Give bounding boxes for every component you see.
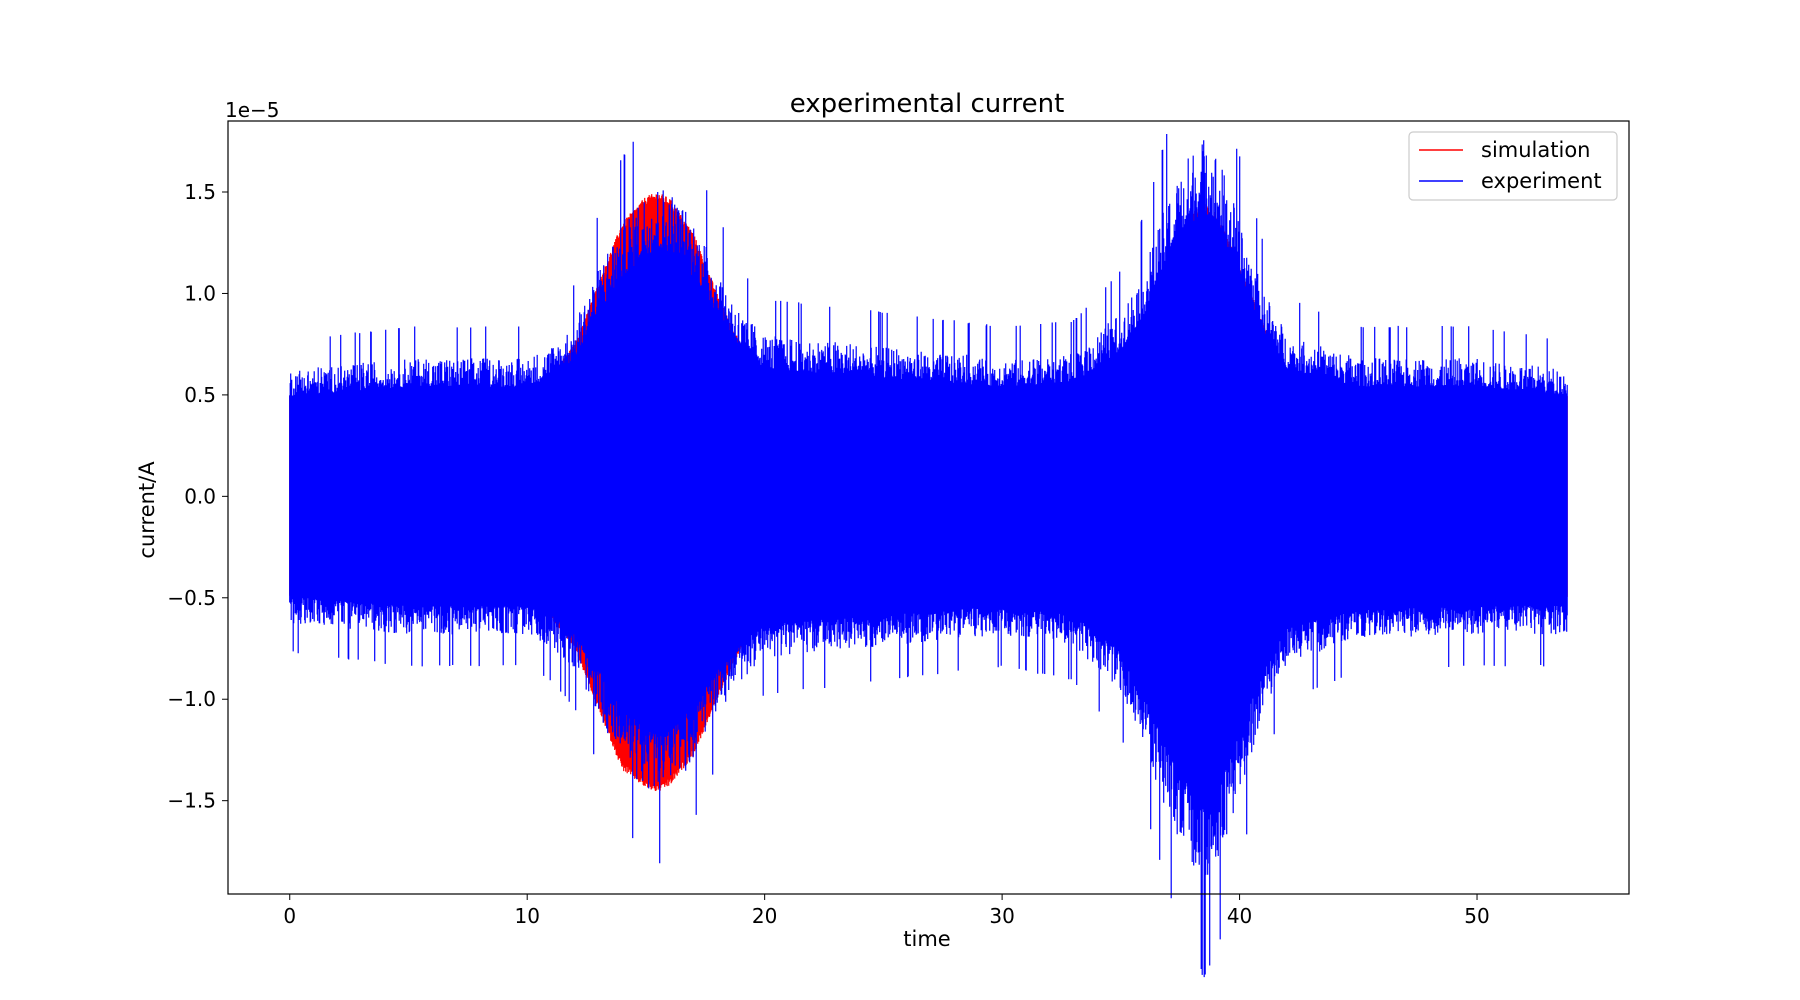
x-tick-label: 50	[1464, 904, 1489, 928]
chart-title: experimental current	[790, 89, 1065, 119]
x-tick-label: 40	[1227, 904, 1252, 928]
y-axis-ticks: −1.5 −1.0 −0.5 0.0 0.5 1.0 1.5	[167, 180, 228, 813]
x-tick-label: 0	[283, 904, 296, 928]
legend-label-experiment: experiment	[1481, 169, 1602, 193]
x-tick-label: 20	[752, 904, 777, 928]
x-axis-title: time	[903, 927, 950, 951]
plot-area	[289, 134, 1568, 978]
x-axis-ticks: 0 10 20 30 40 50	[283, 894, 1490, 928]
x-tick-label: 30	[989, 904, 1014, 928]
y-tick-label: 0.0	[184, 484, 216, 508]
y-axis-title: current/A	[135, 461, 159, 559]
y-tick-label: −1.5	[167, 789, 216, 813]
y-scale-label: 1e−5	[225, 98, 280, 122]
legend-label-simulation: simulation	[1481, 138, 1590, 162]
series-experiment	[289, 134, 1568, 978]
legend: simulation experiment	[1408, 131, 1618, 201]
y-tick-label: −1.0	[167, 687, 216, 711]
legend-box	[1408, 131, 1618, 201]
y-tick-label: 1.5	[184, 180, 216, 204]
y-tick-label: 0.5	[184, 383, 216, 407]
y-tick-label: −0.5	[167, 586, 216, 610]
x-tick-label: 10	[514, 904, 539, 928]
axes-frame	[227, 120, 1630, 895]
y-tick-label: 1.0	[184, 281, 216, 305]
series-line-experiment	[289, 134, 1568, 978]
